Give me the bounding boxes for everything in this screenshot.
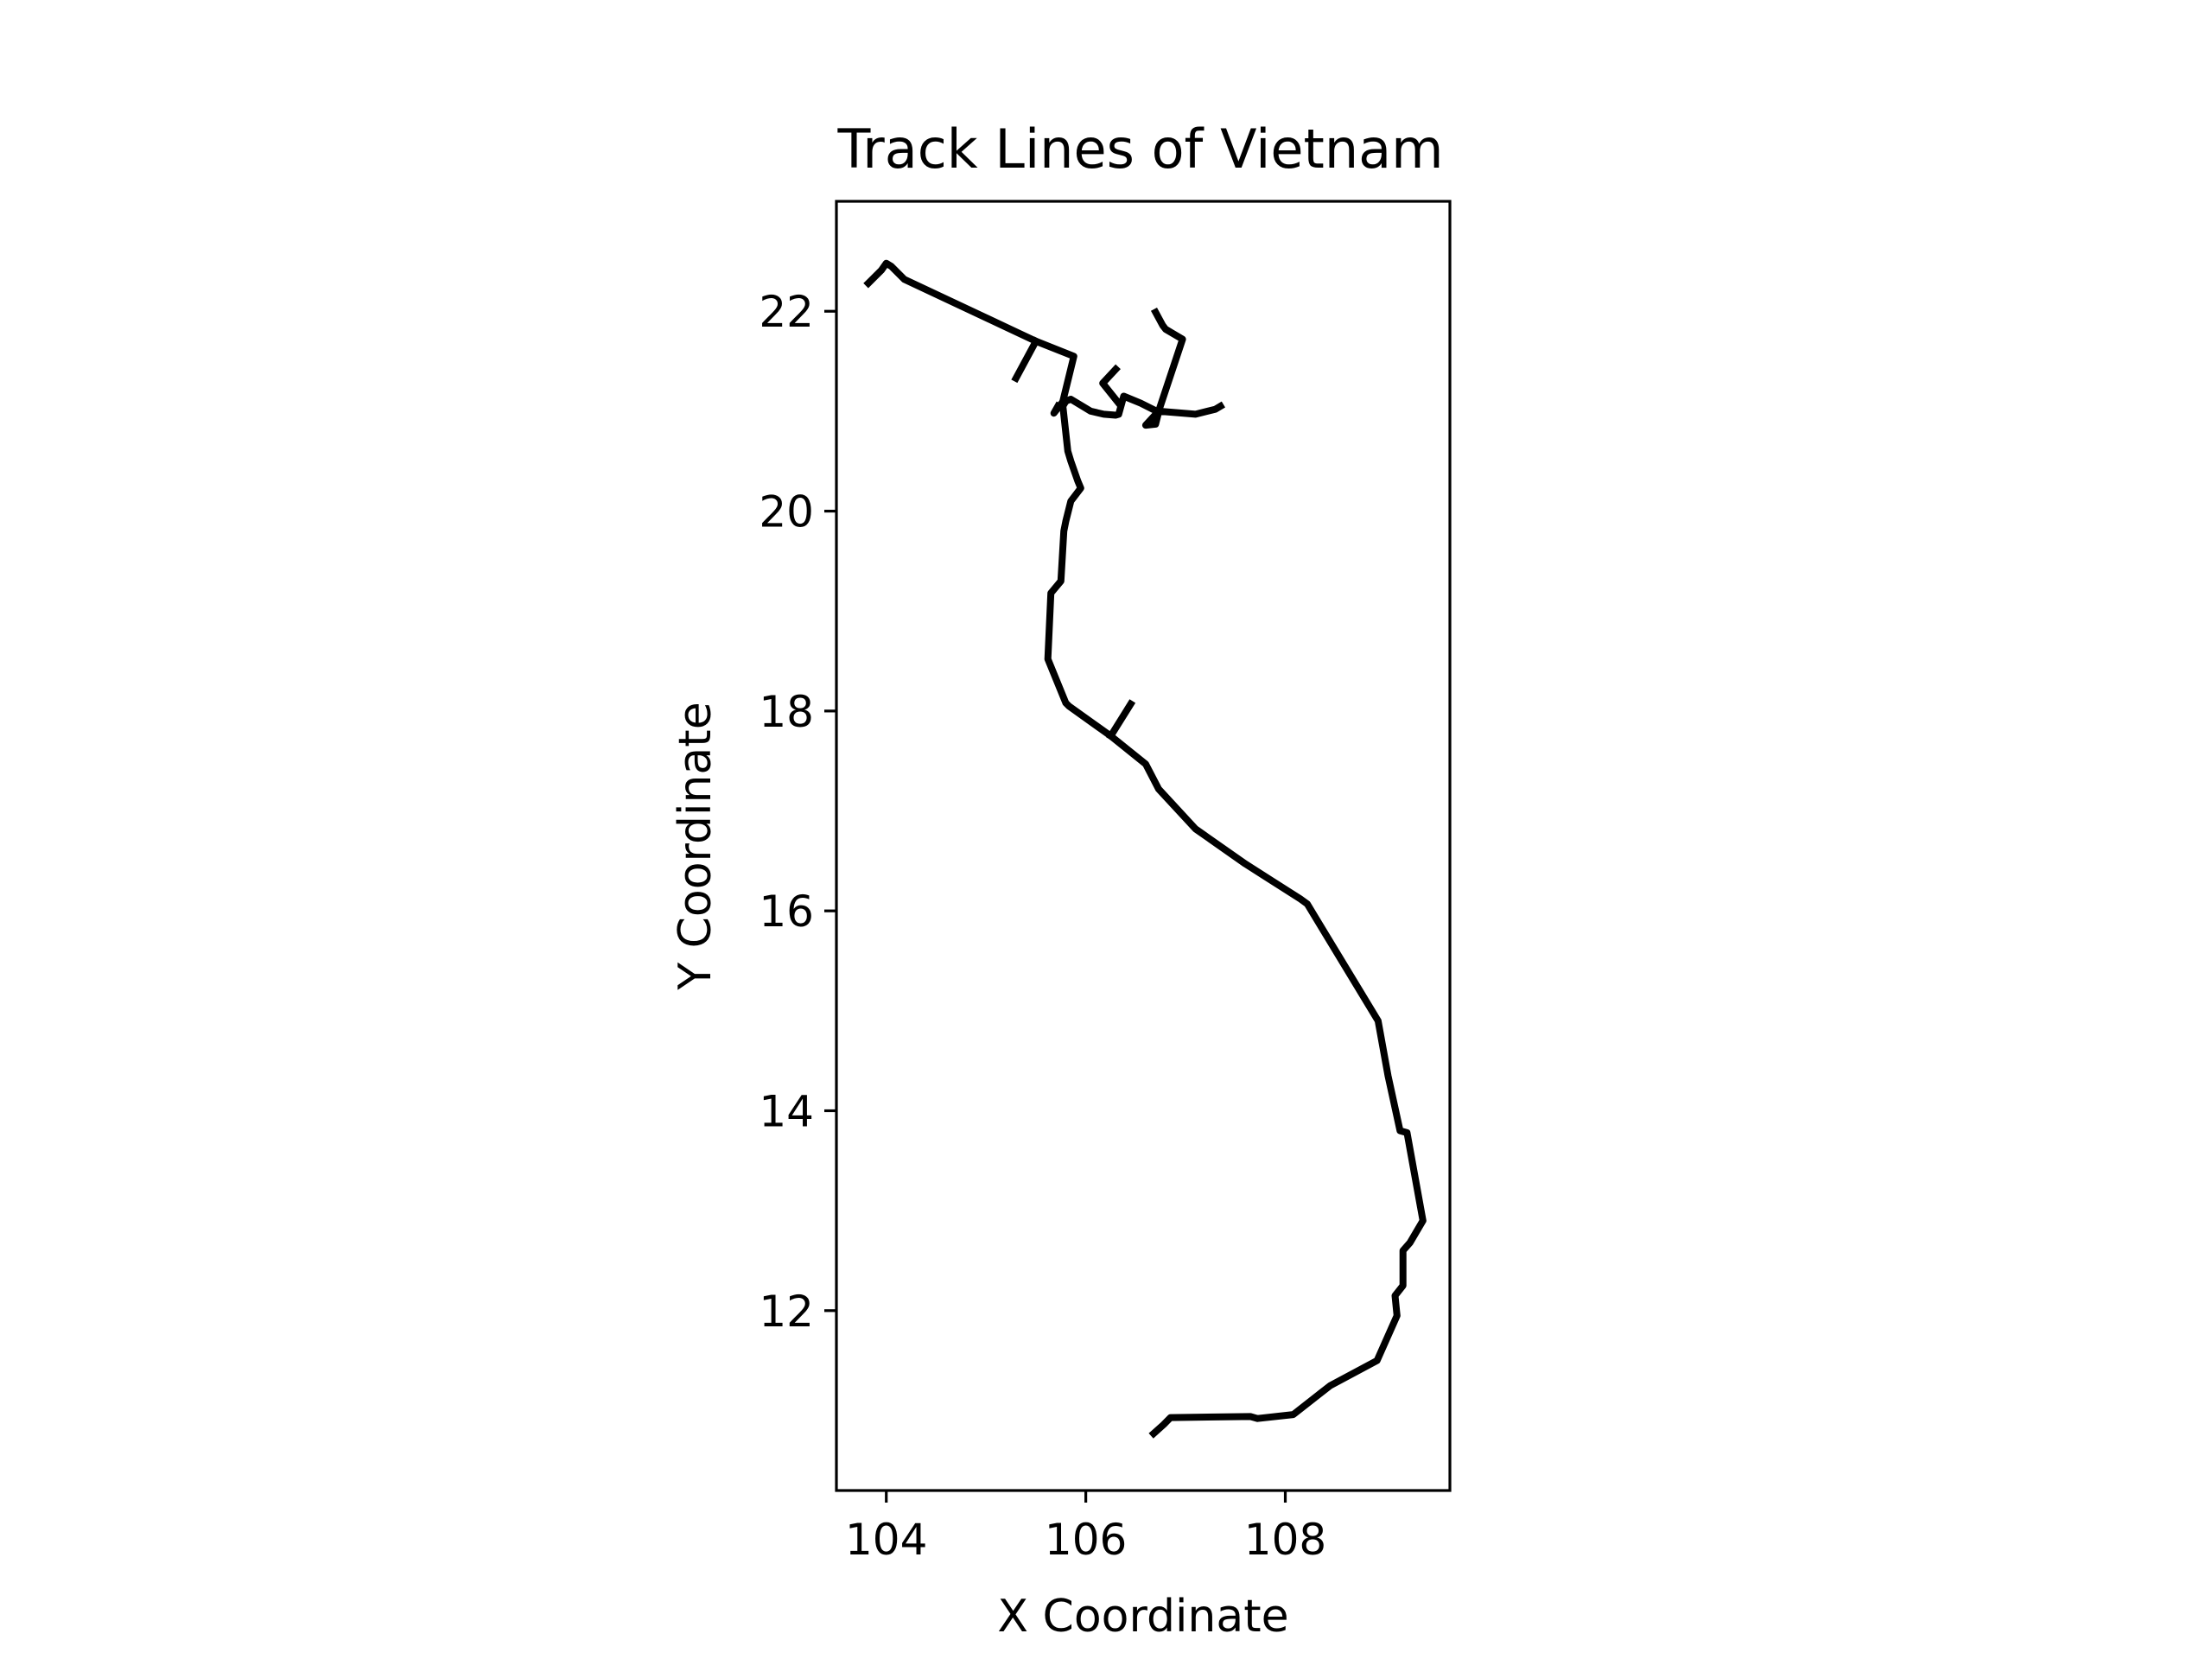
y-axis-label: Y Coordinate — [670, 702, 721, 990]
track-lines — [863, 259, 1427, 1439]
x-tick-label: 108 — [1244, 1515, 1326, 1565]
y-tick-label: 16 — [759, 887, 814, 937]
track-line-7 — [1105, 699, 1136, 741]
y-tick-label: 18 — [759, 687, 814, 737]
track-line-3 — [863, 259, 1077, 406]
track-line-6 — [1099, 364, 1124, 409]
x-tick-label: 104 — [845, 1515, 927, 1565]
chart-title: Track Lines of Vietnam — [836, 118, 1443, 181]
y-tick-label: 12 — [759, 1287, 814, 1337]
track-line-2 — [1150, 307, 1186, 416]
y-tick-label: 22 — [759, 287, 814, 337]
x-axis-label: X Coordinate — [997, 1591, 1288, 1643]
y-tick-label: 14 — [759, 1086, 814, 1136]
track-line-4 — [1011, 336, 1041, 384]
y-axis: 12 14 16 18 20 22 — [759, 287, 836, 1337]
x-axis: 104 106 108 — [845, 1491, 1326, 1565]
y-tick-label: 20 — [759, 487, 814, 537]
track-line-5 — [1050, 399, 1066, 417]
x-tick-label: 106 — [1045, 1515, 1127, 1565]
track-line-1 — [1044, 392, 1427, 1439]
plot-frame — [835, 200, 1452, 1492]
